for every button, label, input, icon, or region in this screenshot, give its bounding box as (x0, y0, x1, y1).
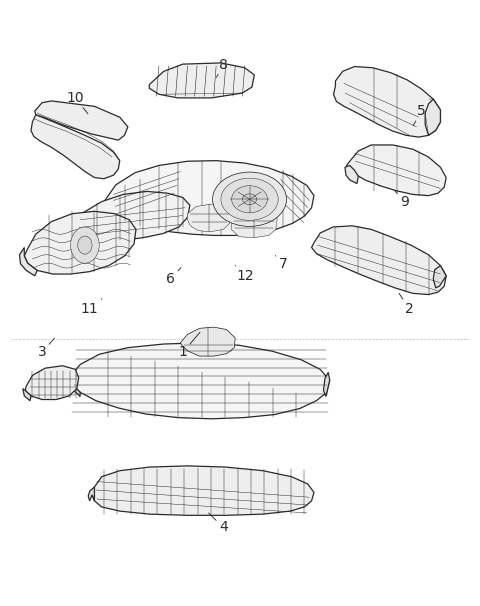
Ellipse shape (213, 172, 287, 227)
Text: 7: 7 (276, 256, 288, 271)
Polygon shape (346, 145, 446, 196)
Text: 12: 12 (235, 265, 253, 283)
Text: 2: 2 (399, 293, 414, 316)
Polygon shape (104, 161, 314, 236)
Polygon shape (88, 487, 95, 501)
Text: 5: 5 (413, 104, 426, 125)
Polygon shape (149, 63, 254, 98)
Text: 10: 10 (67, 91, 88, 114)
Ellipse shape (242, 194, 257, 205)
Polygon shape (25, 366, 79, 399)
Polygon shape (72, 191, 190, 240)
Text: 8: 8 (216, 58, 228, 78)
Text: 3: 3 (37, 338, 54, 359)
Circle shape (78, 236, 92, 254)
Polygon shape (180, 327, 235, 356)
Text: 11: 11 (81, 299, 102, 316)
Polygon shape (24, 211, 136, 274)
Text: 4: 4 (209, 513, 228, 534)
Text: 6: 6 (167, 268, 181, 286)
Polygon shape (188, 204, 230, 232)
Polygon shape (71, 343, 330, 419)
Ellipse shape (221, 178, 278, 221)
Ellipse shape (232, 185, 267, 213)
Text: 9: 9 (395, 190, 409, 208)
Polygon shape (425, 99, 441, 135)
Polygon shape (31, 115, 120, 179)
Polygon shape (35, 101, 128, 140)
Polygon shape (68, 374, 80, 396)
Polygon shape (433, 265, 446, 288)
Polygon shape (92, 466, 314, 515)
Polygon shape (231, 209, 277, 238)
Polygon shape (334, 67, 441, 137)
Polygon shape (345, 165, 359, 184)
Polygon shape (23, 388, 31, 401)
Polygon shape (324, 372, 330, 396)
Text: 1: 1 (178, 332, 200, 359)
Polygon shape (312, 226, 446, 295)
Circle shape (71, 227, 99, 263)
Polygon shape (20, 247, 37, 276)
